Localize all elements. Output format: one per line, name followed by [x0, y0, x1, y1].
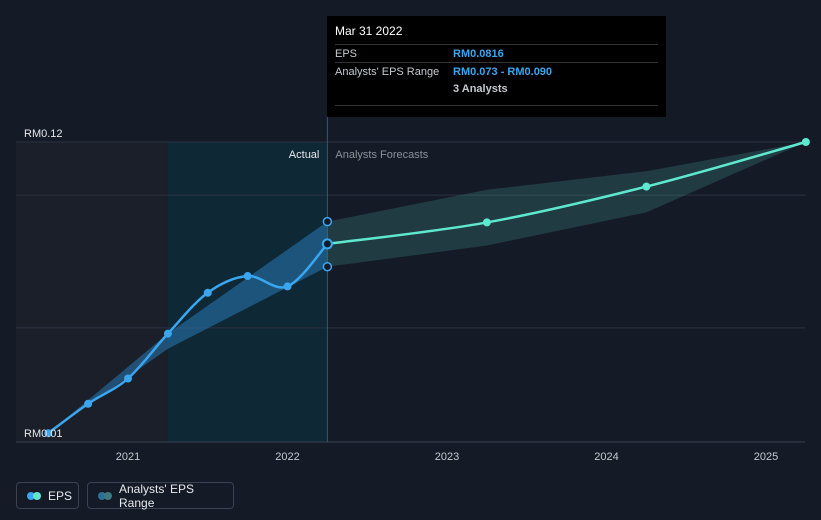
forecast-label: Analysts Forecasts — [335, 149, 428, 161]
eps-point-0-1 — [84, 399, 93, 408]
y-tick-label-0: RM0.12 — [24, 128, 63, 140]
tooltip-range-value: RM0.073 - RM0.090 — [453, 65, 553, 78]
tooltip-analysts-count: 3 Analysts — [453, 82, 508, 95]
tooltip-analysts-row: 3 Analysts — [335, 80, 658, 97]
eps-point-0-7 — [321, 238, 333, 250]
eps-point-1-2 — [642, 182, 651, 191]
tooltip-eps-label: EPS — [335, 47, 358, 60]
eps-legend-dot-forecast — [33, 491, 41, 500]
x-tick-label-2: 2023 — [435, 451, 459, 463]
x-tick-label-3: 2024 — [594, 451, 618, 463]
tooltip-range-row: Analysts' EPS Range RM0.073 - RM0.090 — [335, 62, 658, 80]
eps-legend-dot-actual — [27, 491, 35, 500]
range-low-point — [322, 262, 333, 272]
eps-point-0-6 — [283, 282, 292, 291]
past-region — [16, 142, 168, 442]
tooltip-divider — [335, 105, 658, 106]
x-tick-label-4: 2025 — [754, 451, 778, 463]
eps-point-0-3 — [163, 329, 172, 338]
eps-point-0-4 — [203, 288, 212, 297]
legend-eps-label: EPS — [48, 488, 73, 503]
x-tick-label-0: 2021 — [116, 451, 140, 463]
eps-legend-icon — [27, 491, 41, 500]
tooltip-range-label: Analysts' EPS Range — [335, 65, 440, 78]
range-legend-icon — [98, 491, 112, 500]
eps-point-0-0 — [44, 429, 53, 438]
eps-point-0-2 — [124, 374, 132, 383]
tooltip-eps-value: RM0.0816 — [453, 47, 504, 60]
range-band-actual — [48, 221, 328, 434]
eps-point-0-5 — [243, 272, 252, 281]
range-legend-dot-actual — [98, 491, 106, 500]
x-tick-label-1: 2022 — [275, 451, 299, 463]
eps-point-1-1 — [482, 218, 491, 227]
tooltip-eps-row: EPS RM0.0816 — [335, 44, 658, 62]
eps-line-1 — [327, 140, 807, 246]
range-high-point — [322, 216, 333, 227]
range-band-forecast — [327, 142, 806, 267]
legend-range-label: Analysts' EPS Range — [119, 481, 194, 510]
actual-label: Actual — [289, 149, 320, 161]
legend-analysts-range[interactable]: Analysts' EPS Range — [87, 481, 234, 510]
hover-tooltip: Mar 31 2022 EPS RM0.0816 Analysts' EPS R… — [327, 16, 666, 117]
range-legend-dot-forecast — [104, 491, 112, 500]
eps-point-1-3 — [801, 138, 810, 146]
tooltip-date: Mar 31 2022 — [335, 24, 403, 38]
legend-eps[interactable]: EPS — [16, 482, 79, 509]
y-tick-label-1: RM0.01 — [24, 428, 63, 440]
